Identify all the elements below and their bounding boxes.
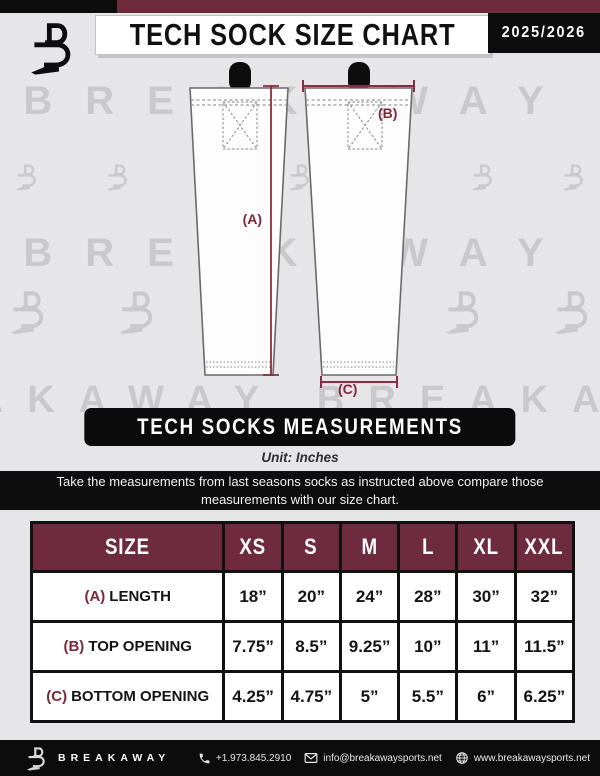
footer: BREAKAWAY +1.973.845.2910 info@breakaway… xyxy=(0,740,600,776)
measurement-value: 9.25” xyxy=(338,620,401,673)
measurement-value: 11” xyxy=(455,620,517,673)
table-row-top-opening: (B) TOP OPENING 7.75” 8.5” 9.25” 10” 11” … xyxy=(29,620,576,673)
row-label-bottom-opening: (C) BOTTOM OPENING xyxy=(29,670,226,723)
column-header-m: M xyxy=(338,521,401,573)
page-title-text: TECH SOCK SIZE CHART xyxy=(129,17,456,52)
measurement-value: 11.5” xyxy=(513,620,576,673)
measurement-line-a xyxy=(263,85,279,376)
watermark-text-row: BREAKAWAY xyxy=(23,231,577,275)
measurement-value: 30” xyxy=(455,570,517,623)
label-a: (A) xyxy=(242,211,262,227)
measurement-value: 28” xyxy=(397,570,459,623)
sock-hanger-tab xyxy=(348,62,370,92)
column-header-xxl: XXL xyxy=(513,521,576,573)
footer-phone-text: +1.973.845.2910 xyxy=(215,752,292,764)
sock-measurement-graphic xyxy=(189,62,415,388)
phone-icon xyxy=(199,753,210,763)
column-header-xs: XS xyxy=(222,521,284,573)
globe-icon xyxy=(456,752,468,764)
size-table-wrap: SIZE XS S M L XL XXL (A) LENGTH 18” 20” 2… xyxy=(29,521,576,723)
measurement-value: 18” xyxy=(222,570,284,623)
footer-phone[interactable]: +1.973.845.2910 xyxy=(198,752,291,765)
row-prefix-b: (B) xyxy=(63,638,85,655)
measurement-value: 7.75” xyxy=(222,620,284,673)
measurement-value: 10” xyxy=(397,620,459,673)
hem-lines xyxy=(206,361,394,368)
envelope-icon xyxy=(304,753,318,763)
row-label-length: (A) LENGTH xyxy=(29,570,226,623)
footer-contacts: +1.973.845.2910 info@breakawaysports.net… xyxy=(198,751,590,765)
footer-website[interactable]: www.breakawaysports.net xyxy=(455,751,590,765)
size-table: SIZE XS S M L XL XXL (A) LENGTH 18” 20” 2… xyxy=(29,521,576,723)
measurement-value: 4.75” xyxy=(280,670,342,723)
measurement-value: 4.25” xyxy=(222,670,284,723)
column-header-s: S xyxy=(280,521,342,573)
column-header-xl: XL xyxy=(455,521,517,573)
measurements-banner-text: TECH SOCKS MEASUREMENTS xyxy=(137,414,463,439)
column-header-size: SIZE xyxy=(29,521,226,573)
season-badge: 2025/2026 xyxy=(488,13,600,53)
footer-website-text: www.breakawaysports.net xyxy=(473,752,590,764)
measurement-value: 6” xyxy=(455,670,517,723)
table-row-bottom-opening: (C) BOTTOM OPENING 4.25” 4.75” 5” 5.5” 6”… xyxy=(29,670,576,723)
measurement-value: 20” xyxy=(280,570,342,623)
measurement-value: 5.5” xyxy=(397,670,459,723)
row-prefix-c: (C) xyxy=(46,688,68,705)
instruction-bar: Take the measurements from last seasons … xyxy=(0,471,600,510)
row-label-text: LENGTH xyxy=(109,588,171,605)
measurement-value: 32” xyxy=(513,570,576,623)
unit-note: Unit: Inches xyxy=(261,450,339,465)
top-strip-black xyxy=(0,0,117,13)
measurement-value: 24” xyxy=(338,570,401,623)
footer-brand-text: BREAKAWAY xyxy=(58,752,171,764)
page-title: TECH SOCK SIZE CHART xyxy=(95,15,490,55)
season-badge-text: 2025/2026 xyxy=(501,24,587,41)
table-row-length: (A) LENGTH 18” 20” 24” 28” 30” 32” xyxy=(29,570,576,623)
size-table-header-row: SIZE XS S M L XL XXL xyxy=(29,521,576,573)
measurement-value: 8.5” xyxy=(280,620,342,673)
row-label-text: TOP OPENING xyxy=(88,638,192,655)
footer-email[interactable]: info@breakawaysports.net xyxy=(304,751,442,765)
row-prefix-a: (A) xyxy=(84,588,106,605)
top-strip-maroon xyxy=(117,0,600,13)
velcro-patch xyxy=(222,101,383,150)
measurement-value: 6.25” xyxy=(513,670,576,723)
label-b: (B) xyxy=(378,105,398,121)
measurement-value: 5” xyxy=(338,670,401,723)
sock-diagram-section: BREAKAWAY BREAKAWAY BREAKAWAY BREAKAWAY xyxy=(0,53,600,471)
column-header-l: L xyxy=(397,521,459,573)
sock-left-outline xyxy=(189,87,289,376)
measurements-banner: TECH SOCKS MEASUREMENTS xyxy=(84,408,516,446)
footer-email-text: info@breakawaysports.net xyxy=(323,752,442,764)
sock-right-outline xyxy=(304,87,413,376)
row-label-text: BOTTOM OPENING xyxy=(71,688,210,705)
instruction-text: Take the measurements from last seasons … xyxy=(56,473,544,507)
measurement-line-c xyxy=(320,376,398,388)
label-c: (C) xyxy=(338,381,358,397)
measurement-line-b xyxy=(302,80,415,92)
sock-hanger-tab xyxy=(229,62,251,92)
row-label-top-opening: (B) TOP OPENING xyxy=(29,620,226,673)
breakaway-b-footer-logo-icon xyxy=(24,746,49,771)
